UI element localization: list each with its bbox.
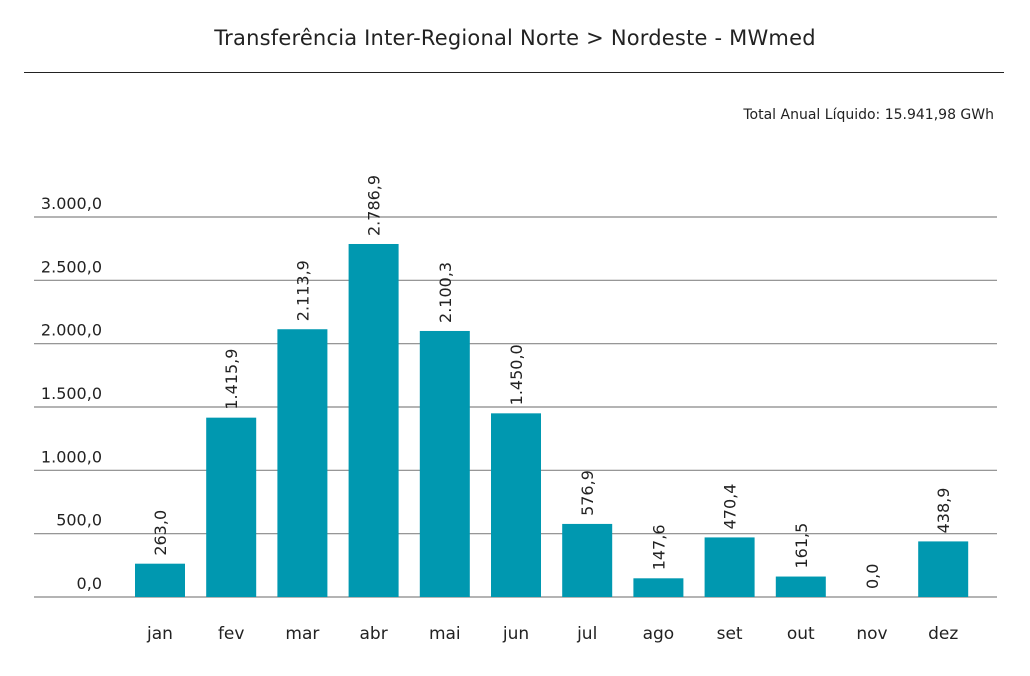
x-tick-label-ago: ago	[643, 624, 675, 644]
bar-out	[775, 576, 826, 597]
x-tick-label-jul: jul	[576, 624, 597, 644]
bar-ago	[633, 578, 684, 597]
data-label-fev: 1.415,9	[222, 349, 241, 410]
bar-jun	[491, 413, 541, 597]
y-axis-ticks: 0,0 500,0 1.000,0 1.500,0 2.000,0 2.500,0 3.00…	[41, 194, 102, 593]
x-tick-label-abr: abr	[359, 624, 387, 644]
y-tick-label: 500,0	[56, 511, 102, 530]
y-tick-label: 3.000,0	[41, 194, 102, 213]
bar-jul	[562, 523, 613, 597]
x-tick-label-set: set	[717, 624, 743, 644]
bars	[135, 243, 969, 597]
title-divider	[24, 72, 1004, 73]
annual-total-annotation: Total Anual Líquido: 15.941,98 GWh	[743, 107, 994, 123]
data-label-jan: 263,0	[151, 510, 170, 556]
y-tick-label: 1.500,0	[41, 384, 102, 403]
bar-fev	[206, 417, 257, 597]
x-tick-label-mar: mar	[285, 624, 319, 644]
x-tick-label-dez: dez	[928, 624, 958, 644]
data-labels: 263,0 1.415,9 2.113,9 2.786,9 2.100,3 1.450,0…	[151, 175, 953, 589]
data-label-nov: 0,0	[863, 564, 882, 589]
x-tick-label-nov: nov	[856, 624, 887, 644]
bar-set	[704, 537, 755, 597]
data-label-abr: 2.786,9	[365, 175, 384, 236]
x-tick-label-mai: mai	[429, 624, 461, 644]
chart-title: Transferência Inter-Regional Norte > Nor…	[214, 26, 816, 50]
bar-abr	[348, 243, 399, 597]
x-tick-label-jun: jun	[502, 624, 529, 644]
bar-dez	[918, 541, 969, 597]
y-tick-label: 0,0	[77, 574, 102, 593]
data-label-mai: 2.100,3	[436, 262, 455, 323]
x-tick-label-fev: fev	[218, 624, 245, 644]
bar-jan	[135, 563, 185, 597]
data-label-jul: 576,9	[578, 470, 597, 516]
data-label-ago: 147,6	[649, 524, 668, 570]
bar-mai	[419, 330, 470, 597]
y-tick-label: 2.000,0	[41, 321, 102, 340]
x-tick-label-jan: jan	[146, 624, 173, 644]
y-tick-label: 2.500,0	[41, 257, 102, 276]
data-label-jun: 1.450,0	[507, 344, 526, 405]
x-tick-label-out: out	[787, 624, 815, 644]
data-label-set: 470,4	[721, 484, 740, 530]
x-axis-categories: jan fev mar abr mai jun jul ago set out nov dez	[146, 624, 958, 644]
data-label-dez: 438,9	[934, 488, 953, 534]
y-tick-label: 1.000,0	[41, 447, 102, 466]
bar-mar	[277, 329, 328, 597]
data-label-mar: 2.113,9	[293, 260, 312, 321]
data-label-out: 161,5	[792, 523, 811, 569]
